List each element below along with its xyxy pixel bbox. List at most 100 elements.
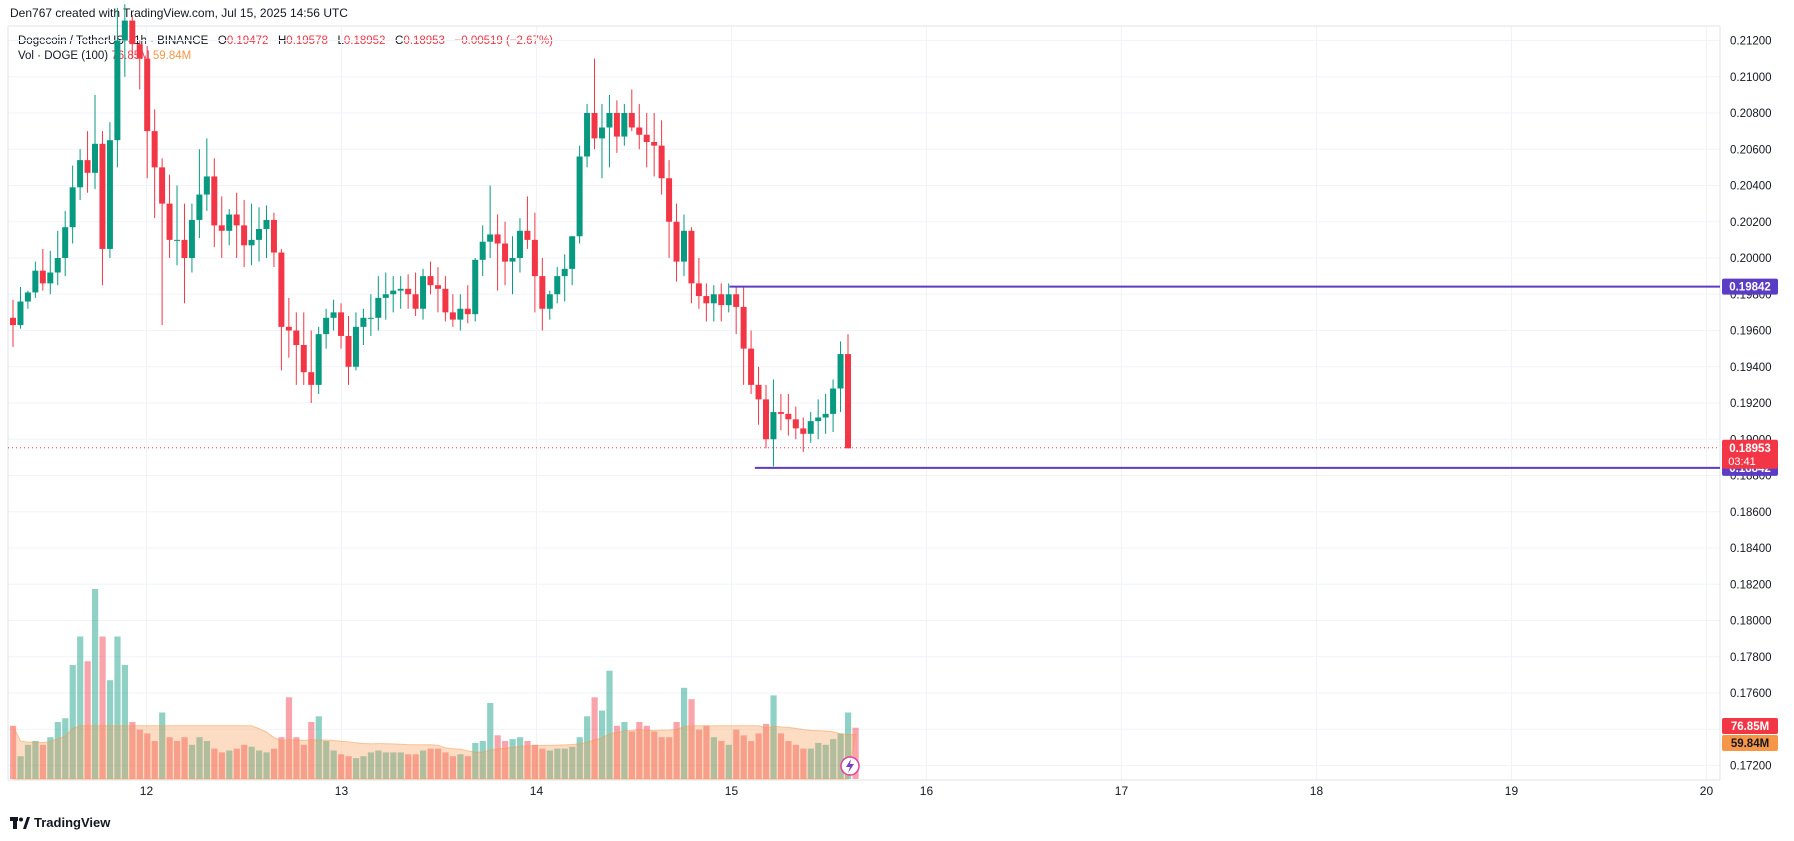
candle-body [151,131,158,168]
volume-bar [621,722,628,779]
volume-bar [77,636,84,779]
volume-bar [166,737,173,779]
volume-bar [397,752,404,779]
volume-bar [680,687,688,779]
volume-ma-tag: 59.84M [1722,735,1778,751]
time-tick-label: 18 [1310,784,1324,798]
candle-body [300,345,307,373]
candle-body [718,294,725,306]
volume-bar [300,744,307,779]
volume-bar [845,712,852,779]
volume-bar [852,727,859,779]
candle-body [531,239,538,277]
lightning-icon[interactable] [840,756,860,776]
candle-body [390,290,397,295]
price-tick-label: 0.19200 [1730,398,1772,410]
candle-body [725,294,732,306]
volume-bar [479,741,486,779]
candle-body [651,142,658,146]
volume-bar [233,748,240,779]
volume-bar [114,636,121,779]
volume-bar [241,744,248,779]
candle-body [270,219,277,253]
volume-bar [420,750,427,779]
volume-bar [666,737,673,779]
candle-body [39,270,46,284]
candle-body [785,413,792,420]
candle-body [740,306,747,349]
volume-bar [502,741,509,779]
candle-body [174,239,181,241]
volume-bar [464,756,471,779]
volume-bar [99,636,106,779]
candle-body [129,20,136,45]
volume-bar [733,729,740,779]
candle-body [524,230,531,240]
candle-body [643,134,650,142]
volume-bar [129,722,136,779]
candle-body [226,214,233,231]
candle-body [32,270,39,293]
candle-body [10,317,16,326]
volume-bars [10,589,859,779]
volume-bar [673,722,680,779]
candle-body [606,113,613,128]
volume-ma-tag-label: 59.84M [1731,738,1769,750]
volume-bar [427,748,434,779]
candle-body [69,187,76,228]
candle-body [822,413,829,418]
tradingview-logo[interactable]: TradingView [10,815,110,830]
candle-body [695,283,702,297]
volume-bar [487,703,494,779]
volume-bar [822,744,829,779]
volume-bar [54,722,61,779]
volume-bar [375,750,382,779]
candle-body [136,44,143,59]
volume-bar [24,744,32,779]
level-tag-label: 0.19842 [1729,282,1771,294]
candle-body [330,312,337,318]
volume-bar [576,737,583,779]
volume-bar [524,741,531,779]
candle-body [420,276,427,309]
candle-body [405,288,412,295]
candle-body [800,428,807,434]
volume-bar [47,737,54,779]
candle-body [807,421,814,434]
candle-body [375,297,382,318]
volume-bar [606,670,613,779]
price-tick-label: 0.18600 [1730,507,1772,519]
volume-bar [658,737,665,779]
chart-legend: Dogecoin / TetherUS · 1h · BINANCE O0.19… [18,34,553,64]
volume-tag-background [1722,718,1778,734]
price-tick-label: 0.20800 [1730,108,1772,120]
candle-body [144,58,151,132]
candle-body [509,258,516,262]
candle-body [830,388,837,414]
price-tick-label: 0.18400 [1730,543,1772,555]
price-tick-label: 0.17200 [1730,761,1772,773]
volume-bar [323,741,330,779]
volume-bar [651,731,658,779]
candle-body [106,140,113,249]
volume-bar [382,752,389,779]
price-tick-label: 0.20600 [1730,144,1772,156]
candle-body [539,276,546,309]
volume-bar [584,716,591,779]
volume-bar [539,748,546,779]
volume-bar [270,748,278,779]
candle-body [166,203,173,240]
price-tick-label: 0.21000 [1730,72,1772,84]
candles [10,4,851,467]
candle-body [367,317,374,319]
volume-bar [203,741,211,779]
volume-tag-label: 76.85M [1731,721,1769,733]
time-tick-label: 19 [1505,784,1519,798]
price-tick-label: 0.21200 [1730,36,1772,48]
volume-bar [830,739,837,779]
tradingview-logo-icon [10,816,30,829]
candle-body [673,221,680,262]
candle-body [159,167,166,204]
candle-body [92,143,99,173]
